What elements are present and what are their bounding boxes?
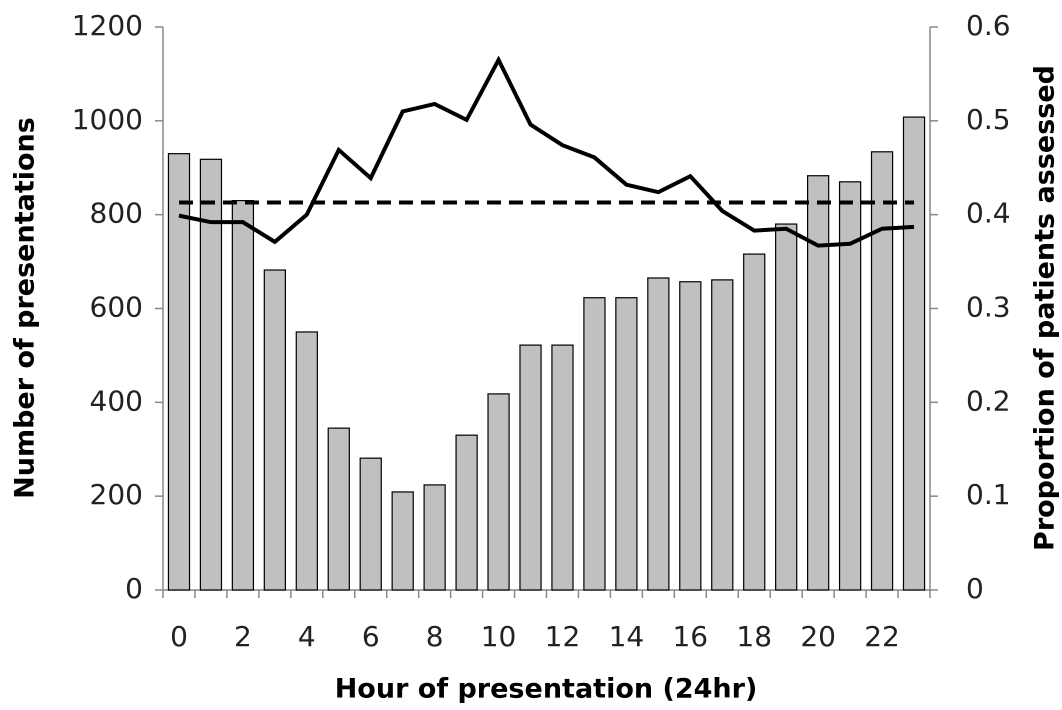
x-tick-label: 10 [481, 620, 517, 653]
bar [231, 199, 255, 591]
bar [806, 175, 830, 591]
x-tick-label: 4 [298, 620, 316, 653]
bar [263, 269, 287, 591]
y2-tick-label: 0 [966, 572, 984, 605]
y2-tick-label: 0.1 [966, 478, 1011, 511]
bar [838, 181, 862, 591]
x-axis-label: Hour of presentation (24hr) [335, 674, 758, 705]
bar [775, 223, 798, 591]
x-tick-label: 14 [609, 620, 645, 653]
y-axis-label: Number of presentations [10, 117, 41, 499]
bar [519, 344, 542, 591]
x-tick-label: 8 [426, 620, 444, 653]
bar [551, 344, 574, 591]
y-tick-label: 1200 [72, 9, 143, 42]
bar [902, 116, 926, 591]
x-tick-label: 18 [736, 620, 772, 653]
y-tick-label: 800 [90, 197, 143, 230]
y2-tick-label: 0.2 [966, 384, 1011, 417]
bar [870, 151, 894, 591]
bar [327, 427, 350, 591]
bar [711, 279, 734, 591]
y-tick-label: 400 [90, 384, 143, 417]
bar [295, 331, 318, 591]
x-tick-label: 22 [864, 620, 900, 653]
y-tick-label: 200 [90, 478, 143, 511]
bar [455, 434, 478, 591]
line [178, 55, 915, 248]
y-tick-label: 0 [125, 572, 143, 605]
bar [391, 491, 414, 591]
x-tick-label: 12 [545, 620, 581, 653]
bar [647, 277, 670, 591]
y2-tick-label: 0.5 [966, 103, 1011, 136]
bar [423, 484, 446, 591]
bar [359, 457, 382, 591]
bar [583, 297, 606, 591]
x-tick-label: 2 [234, 620, 252, 653]
y2-tick-label: 0.6 [966, 9, 1011, 42]
bar [679, 281, 702, 591]
bar [615, 297, 638, 591]
bar [199, 158, 223, 591]
x-tick-label: 6 [362, 620, 380, 653]
y2-tick-label: 0.4 [966, 197, 1011, 230]
x-tick-label: 20 [800, 620, 836, 653]
y2-tick-label: 0.3 [966, 291, 1011, 324]
y2-axis-label: Proportion of patients assessed [1030, 65, 1061, 551]
x-tick-label: 16 [672, 620, 708, 653]
bar [167, 153, 191, 591]
bar [487, 393, 510, 591]
y-tick-label: 600 [90, 291, 143, 324]
bar [743, 253, 766, 591]
x-tick-label: 0 [170, 620, 188, 653]
y-tick-label: 1000 [72, 103, 143, 136]
